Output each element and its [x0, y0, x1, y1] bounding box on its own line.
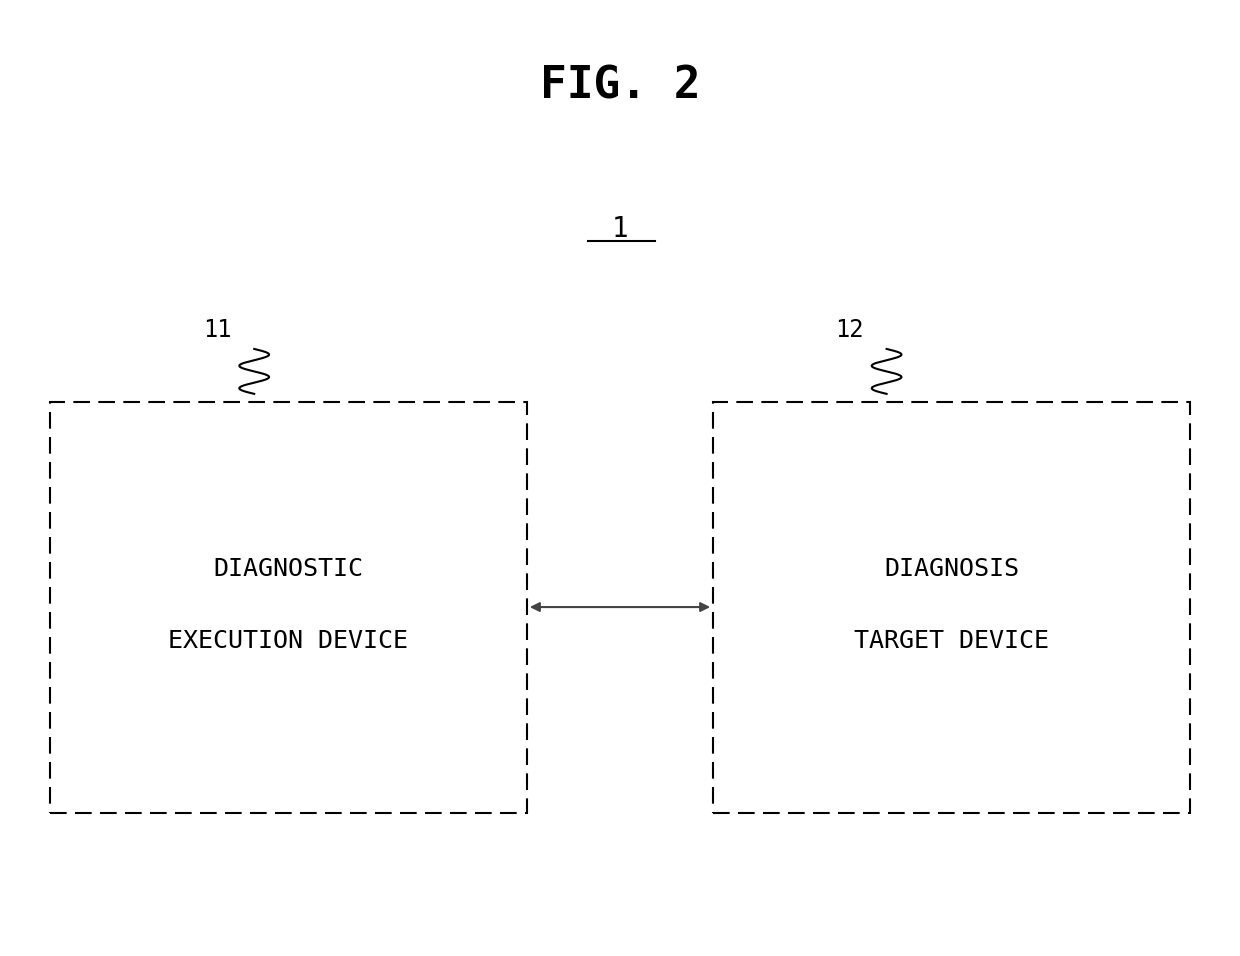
- Text: DIAGNOSIS: DIAGNOSIS: [884, 556, 1019, 581]
- Text: FIG. 2: FIG. 2: [539, 65, 701, 107]
- Text: 1: 1: [611, 215, 629, 244]
- Text: DIAGNOSTIC: DIAGNOSTIC: [213, 556, 363, 581]
- Text: EXECUTION DEVICE: EXECUTION DEVICE: [169, 628, 408, 653]
- Text: TARGET DEVICE: TARGET DEVICE: [854, 628, 1049, 653]
- Bar: [50, 402, 527, 813]
- Bar: [713, 402, 1190, 813]
- Text: 11: 11: [203, 317, 231, 342]
- Text: 12: 12: [836, 317, 863, 342]
